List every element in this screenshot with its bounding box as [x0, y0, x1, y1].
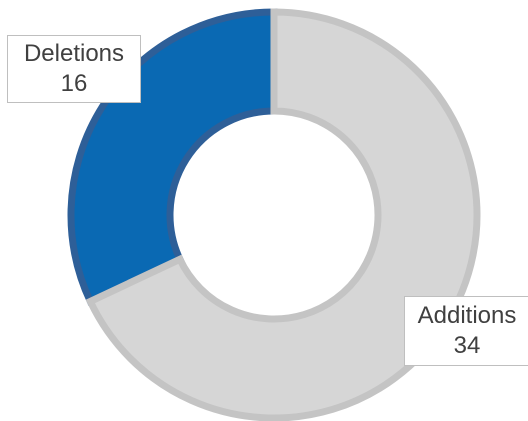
data-label-additions-value: 34	[453, 332, 481, 359]
data-label-additions-category: Additions	[417, 302, 517, 329]
data-label-deletions-value: 16	[60, 70, 88, 97]
donut-slice-additions	[85, 8, 481, 421]
data-label-additions: Additions 34	[404, 296, 528, 366]
data-label-deletions-category: Deletions	[23, 40, 125, 67]
data-label-deletions: Deletions 16	[7, 35, 141, 103]
